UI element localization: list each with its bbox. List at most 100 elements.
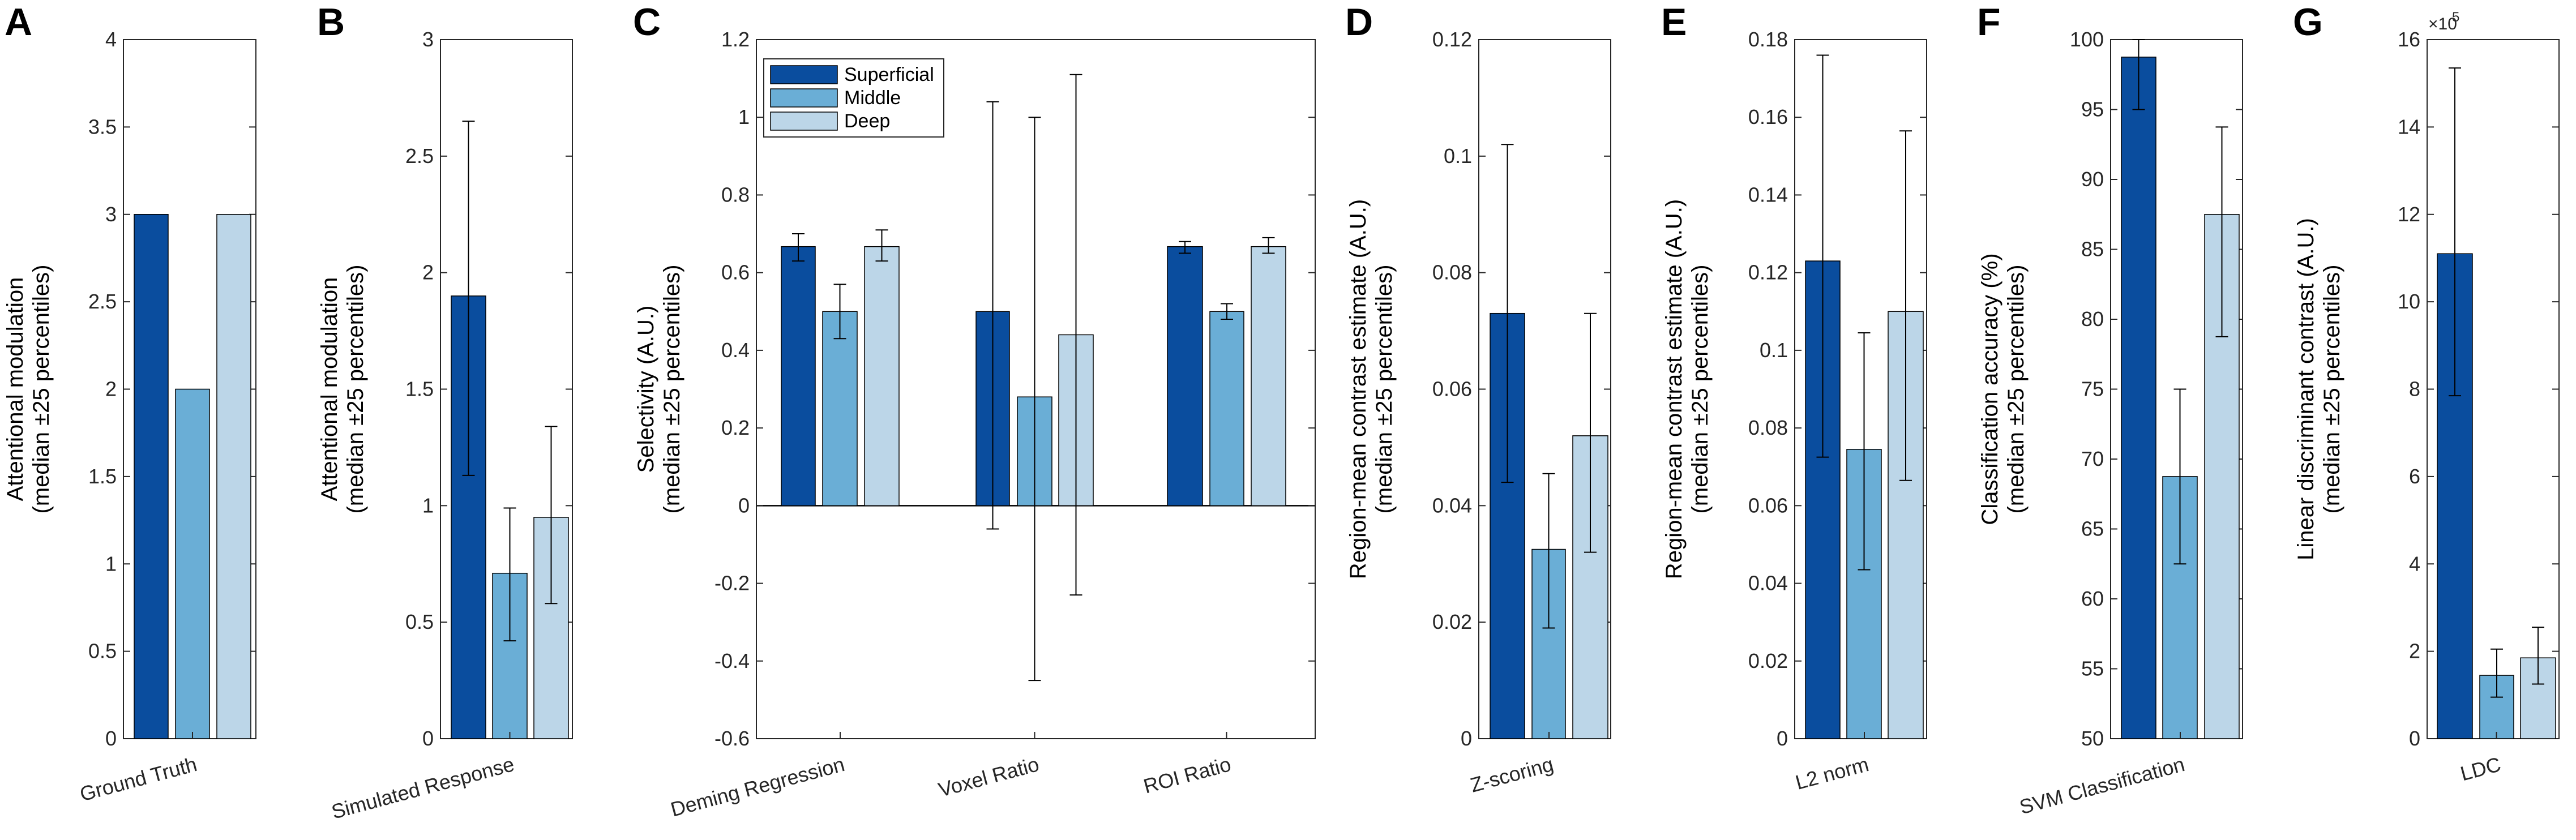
y-axis-label: Linear discriminant contrast (A.U.) [2293, 218, 2318, 560]
y-axis-label: Attentional modulation [317, 277, 342, 502]
y-tick-label: 0.08 [1748, 416, 1788, 439]
y-tick-label: 3 [422, 28, 434, 51]
y-axis-label: (median ±25 percentiles) [2004, 265, 2029, 514]
y-tick-label: 14 [2398, 115, 2420, 138]
category-label: ROI Ratio [1141, 752, 1233, 798]
y-tick-label: 80 [2081, 307, 2104, 331]
y-tick-label: 1 [105, 552, 117, 575]
y-tick-label: 2 [105, 378, 117, 401]
y-tick-label: 85 [2081, 238, 2104, 261]
y-tick-label: 3.5 [88, 115, 117, 138]
category-label: LDC [2458, 752, 2503, 785]
y-tick-label: 65 [2081, 517, 2104, 541]
y-tick-label: 0.04 [1432, 494, 1472, 517]
legend-swatch-middle [770, 88, 838, 108]
y-exponent-label: ×10 [2428, 15, 2457, 33]
y-axis-label: Classification accuracy (%) [1978, 253, 2002, 525]
y-tick-label: 100 [2070, 28, 2104, 51]
bar-middle[interactable] [822, 311, 858, 507]
y-axis-label: Attentional modulation [3, 277, 28, 502]
y-tick-label: 0.1 [1760, 338, 1788, 362]
y-tick-label: 8 [2409, 378, 2420, 401]
y-tick-label: 0.12 [1748, 261, 1788, 284]
y-tick-label: 0 [422, 727, 434, 750]
bar-middle[interactable] [175, 388, 210, 739]
y-tick-label: 2.5 [88, 290, 117, 313]
y-tick-label: 0.6 [721, 261, 750, 284]
category-label: Z-scoring [1468, 752, 1556, 796]
legend-label-superficial: Superficial [844, 64, 934, 85]
y-tick-label: 1.5 [405, 378, 434, 401]
y-tick-label: 4 [105, 28, 117, 51]
y-tick-label: 0.06 [1432, 378, 1472, 401]
legend-label-deep: Deep [844, 110, 890, 132]
y-tick-label: 1 [738, 105, 750, 128]
y-axis-label: Region-mean contrast estimate (A.U.) [1662, 199, 1687, 579]
legend-label-middle: Middle [844, 87, 901, 109]
panel-letter-d: D [1345, 1, 1373, 44]
y-tick-label: 1.2 [721, 28, 750, 51]
y-tick-label: 1 [422, 494, 434, 517]
y-tick-label: 0.5 [405, 610, 434, 633]
panel-letter-g: G [2293, 1, 2323, 44]
category-label: Ground Truth [78, 752, 200, 806]
y-tick-label: 0.8 [721, 183, 750, 206]
y-tick-label: 0.4 [721, 338, 750, 362]
y-axis-label: Selectivity (A.U.) [634, 306, 658, 473]
y-tick-label: 0.02 [1432, 610, 1472, 633]
panel-a: A 0 0.5 1 1.5 2 2.5 3 3.5 4 Attentional modulation… [3, 1, 256, 806]
y-tick-label: 60 [2081, 587, 2104, 610]
category-label: Simulated Response [329, 752, 516, 824]
y-axis-label: (median ±25 percentiles) [2320, 265, 2344, 514]
bar-superficial[interactable] [781, 246, 816, 507]
bar-superficial[interactable] [134, 214, 169, 739]
panel-letter-e: E [1661, 1, 1687, 44]
bar-deep[interactable] [864, 246, 900, 507]
y-tick-label: 55 [2081, 657, 2104, 680]
y-tick-label: 16 [2398, 28, 2420, 51]
y-tick-label: 50 [2081, 727, 2104, 750]
legend-swatch-deep [770, 112, 838, 131]
y-axis-label: Region-mean contrast estimate (A.U.) [1346, 199, 1371, 579]
y-tick-label: 10 [2398, 290, 2420, 313]
y-tick-label: 0.12 [1432, 28, 1472, 51]
y-axis-label: (median ±25 percentiles) [1372, 265, 1397, 514]
y-tick-label: 75 [2081, 378, 2104, 401]
y-axis-label: (median ±25 percentiles) [1688, 265, 1713, 514]
y-tick-label: 0 [1777, 727, 1788, 750]
y-tick-label: -0.4 [714, 649, 750, 672]
bar-middle[interactable] [1209, 311, 1244, 507]
bar-superficial[interactable] [1167, 246, 1203, 507]
bar-superficial[interactable] [2121, 57, 2156, 739]
y-tick-label: 0 [738, 494, 750, 517]
y-tick-label: 1.5 [88, 465, 117, 488]
y-tick-label: -0.6 [714, 727, 750, 750]
y-tick-label: 0.1 [1444, 144, 1472, 168]
y-tick-label: 4 [2409, 552, 2420, 575]
legend-swatch-superficial [770, 65, 838, 84]
panel-letter-b: B [317, 1, 345, 44]
y-tick-label: 0.06 [1748, 494, 1788, 517]
y-tick-label: 0.08 [1432, 261, 1472, 284]
y-tick-label: 12 [2398, 203, 2420, 226]
panel-letter-c: C [633, 1, 661, 44]
y-tick-label: 0 [1461, 727, 1472, 750]
y-tick-label: 0.02 [1748, 649, 1788, 672]
category-label: Deming Regression [668, 752, 847, 821]
panel-b: B 0 0.5 1 1.5 2 2.5 3 Attentional modulation (med… [317, 1, 573, 824]
y-axis-label: (median ±25 percentiles) [343, 265, 368, 514]
bar-deep[interactable] [216, 214, 251, 739]
y-tick-label: 0.18 [1748, 28, 1788, 51]
bar-deep[interactable] [1251, 246, 1286, 507]
category-label: SVM Classification [2017, 752, 2187, 818]
y-tick-label: 0 [105, 727, 117, 750]
y-axis-label: (median ±25 percentiles) [29, 265, 54, 514]
panel-e: E 0 0.02 0.04 0.06 0.08 0.1 0.12 0.14 0.16 0.18 Reg… [1661, 1, 1927, 794]
panel-g: G 0 2 4 6 8 10 12 14 16 ×105 Linear discriminant co… [2293, 1, 2560, 785]
y-exponent: 5 [2452, 10, 2459, 25]
y-tick-label: 2 [422, 261, 434, 284]
panel-f: F 50 55 60 65 70 75 80 85 90 95 100 Classification a… [1977, 1, 2243, 818]
y-tick-label: 95 [2081, 98, 2104, 121]
y-tick-label: 0.04 [1748, 572, 1788, 595]
